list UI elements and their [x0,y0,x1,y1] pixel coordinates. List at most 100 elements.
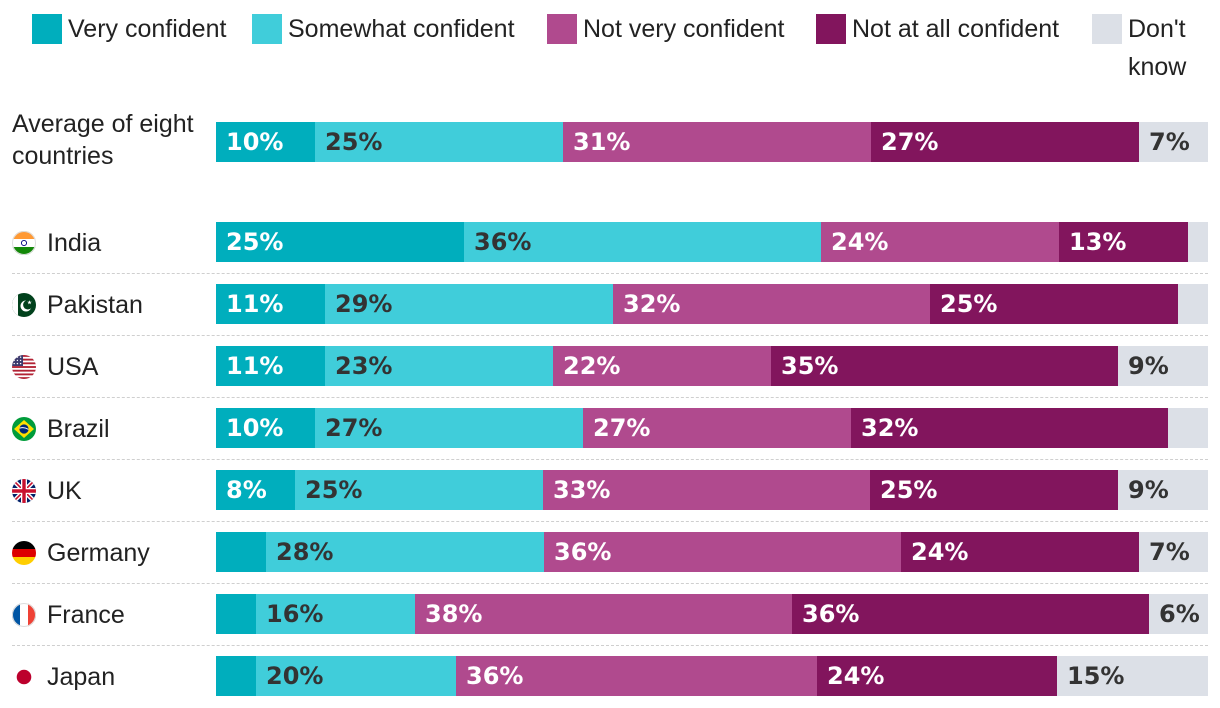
data-label: 35% [781,352,839,380]
bar-segment-somewhat-confident: 36% [464,222,821,262]
bar-segment-not-at-all-confident: 24% [817,656,1057,696]
germany-flag-icon [12,541,36,565]
bar-segment-not-very-confident: 38% [415,594,792,634]
legend-item-not-very-confident: Not very confident [547,0,785,48]
data-label: 36% [554,538,612,566]
data-label: 36% [802,600,860,628]
data-label: 27% [593,414,651,442]
data-label: 6% [1159,600,1200,628]
data-label: 9% [1128,352,1169,380]
bar-segment-not-at-all-confident: 35% [771,346,1118,386]
data-label: 11% [226,290,284,318]
legend-item-somewhat-confident: Somewhat confident [252,0,515,48]
data-label: 32% [623,290,681,318]
bar-segment-not-at-all-confident: 32% [851,408,1168,448]
row-divider [12,459,1208,460]
row-divider [12,397,1208,398]
pakistan-flag-icon [12,293,36,317]
data-label: 8% [226,476,267,504]
bar-segment-very-confident: 10% [216,408,315,448]
data-label: 25% [940,290,998,318]
legend-swatch [32,14,62,44]
bar-segment-not-very-confident: 36% [544,532,901,572]
legend-swatch [547,14,577,44]
country-name: Germany [47,538,150,567]
data-label: 24% [827,662,885,690]
row-label-uk: UK [12,470,82,512]
legend-label: Very confident [68,15,227,43]
bar-segment-somewhat-confident: 28% [266,532,544,572]
data-label: 36% [474,228,532,256]
legend-item-very-confident: Very confident [32,0,226,48]
legend-label: Not at all confident [852,15,1060,43]
bar-segment-dont-know: 9% [1118,346,1208,386]
bar-segment-not-very-confident: 33% [543,470,870,510]
japan-flag-icon [12,665,36,689]
bar-uk: 8% 25% 33% 25% 9% [216,470,1208,510]
data-label: 25% [226,228,284,256]
bar-segment-somewhat-confident: 25% [295,470,543,510]
legend-swatch [816,14,846,44]
bar-pakistan: 11% 29% 32% 25% [216,284,1208,324]
bar-segment-very-confident: 11% [216,284,325,324]
bar-segment-somewhat-confident: 25% [315,122,563,162]
legend-item-dont-know: Don't know [1092,0,1220,86]
data-label: 11% [226,352,284,380]
bar-segment-dont-know: 6% [1149,594,1208,634]
uk-flag-icon [12,479,36,503]
bar-segment-somewhat-confident: 29% [325,284,613,324]
bar-segment-somewhat-confident: 20% [256,656,456,696]
data-label: 7% [1149,538,1190,566]
chart-legend: Very confident Somewhat confident Not ve… [0,0,1220,100]
data-label: 27% [881,128,939,156]
data-label: 20% [266,662,324,690]
data-label: 31% [573,128,631,156]
bar-segment-not-very-confident: 22% [553,346,771,386]
bar-france: 16% 38% 36% 6% [216,594,1208,634]
bar-segment-very-confident: 10% [216,122,315,162]
row-divider [12,583,1208,584]
data-label: 36% [466,662,524,690]
row-divider [12,273,1208,274]
row-label-pakistan: Pakistan [12,284,143,326]
bar-segment-somewhat-confident: 27% [315,408,583,448]
legend-label: Don't know [1128,15,1187,81]
bar-segment-not-very-confident: 24% [821,222,1059,262]
bar-segment-not-at-all-confident: 24% [901,532,1139,572]
data-label: 23% [335,352,393,380]
data-label: 29% [335,290,393,318]
row-label-usa: USA [12,346,98,388]
bar-segment-dont-know [1168,408,1208,448]
average-bar: 10% 25% 31% 27% 7% [216,122,1208,162]
data-label: 13% [1069,228,1127,256]
bar-germany: 28% 36% 24% 7% [216,532,1208,572]
row-label-india: India [12,222,101,264]
row-label-japan: Japan [12,656,115,698]
data-label: 15% [1067,662,1125,690]
legend-swatch [1092,14,1122,44]
bar-segment-not-at-all-confident: 27% [871,122,1139,162]
data-label: 22% [563,352,621,380]
bar-segment-dont-know: 9% [1118,470,1208,510]
brazil-flag-icon [12,417,36,441]
bar-segment-somewhat-confident: 16% [256,594,415,634]
data-label: 24% [831,228,889,256]
legend-label: Somewhat confident [288,15,515,43]
bar-japan: 20% 36% 24% 15% [216,656,1208,696]
row-label-germany: Germany [12,532,150,574]
bar-segment-not-at-all-confident: 25% [870,470,1118,510]
data-label: 32% [861,414,919,442]
legend-swatch [252,14,282,44]
data-label: 25% [325,128,383,156]
data-label: 38% [425,600,483,628]
france-flag-icon [12,603,36,627]
country-name: India [47,228,102,257]
data-label: 9% [1128,476,1169,504]
bar-segment-somewhat-confident: 23% [325,346,553,386]
data-label: 7% [1149,128,1190,156]
row-divider [12,645,1208,646]
data-label: 33% [553,476,611,504]
bar-segment-not-very-confident: 36% [456,656,817,696]
country-name: Japan [47,662,116,691]
data-label: 10% [226,128,284,156]
